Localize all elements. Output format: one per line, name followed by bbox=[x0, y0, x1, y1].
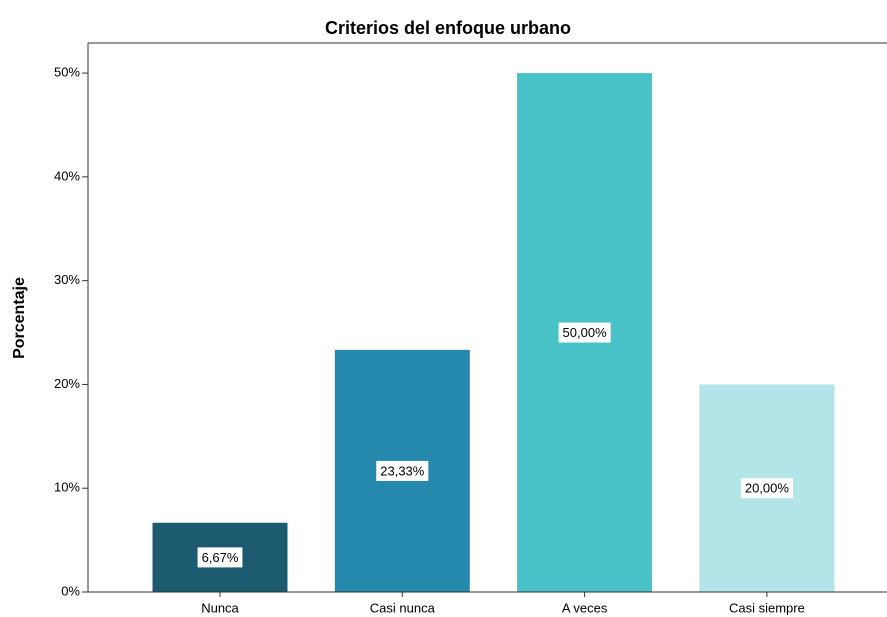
x-tick-label: Casi nunca bbox=[370, 600, 436, 615]
value-label: 20,00% bbox=[745, 481, 790, 496]
y-tick-label: 20% bbox=[54, 376, 80, 391]
chart-title: Criterios del enfoque urbano bbox=[325, 18, 571, 38]
value-label-box bbox=[197, 547, 243, 568]
value-label-box bbox=[558, 322, 611, 343]
y-tick-label: 0% bbox=[61, 583, 80, 598]
y-tick-label: 50% bbox=[54, 65, 80, 80]
x-tick-label: Casi siempre bbox=[729, 600, 805, 615]
y-tick-label: 30% bbox=[54, 272, 80, 287]
value-label-box bbox=[740, 478, 793, 499]
value-label-box bbox=[376, 460, 429, 481]
x-tick-label: A veces bbox=[562, 600, 608, 615]
value-label: 6,67% bbox=[202, 550, 239, 565]
value-label: 23,33% bbox=[380, 463, 425, 478]
y-axis-label: Porcentaje bbox=[11, 277, 28, 359]
y-tick-label: 40% bbox=[54, 168, 80, 183]
x-tick-label: Nunca bbox=[201, 600, 239, 615]
y-tick-label: 10% bbox=[54, 480, 80, 495]
value-label: 50,00% bbox=[563, 325, 608, 340]
